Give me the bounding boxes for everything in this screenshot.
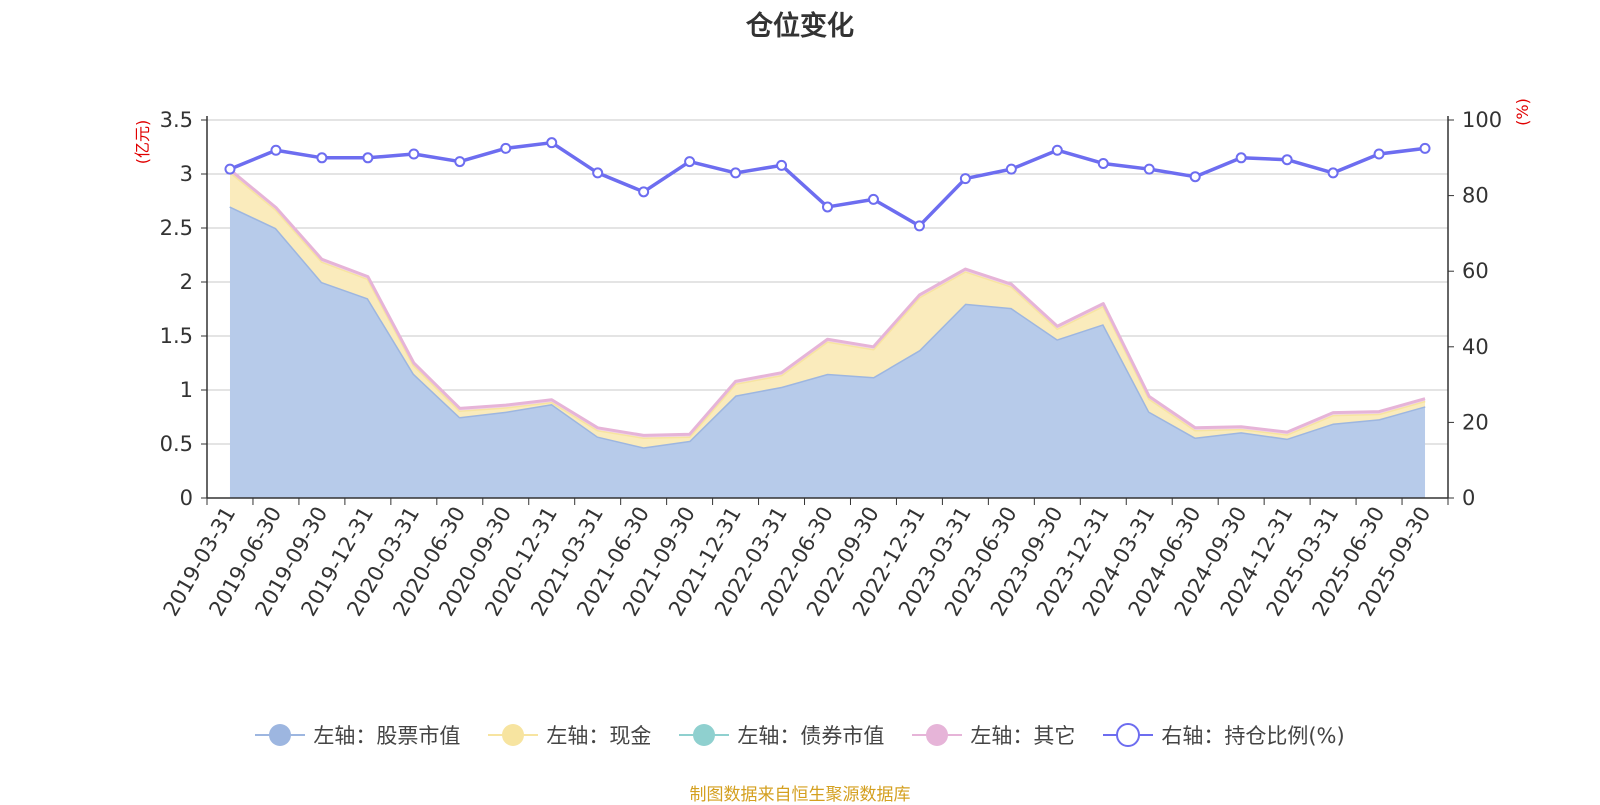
position-ratio-point xyxy=(1005,163,1017,175)
position-ratio-point xyxy=(500,142,512,154)
area-左轴：股票市值 xyxy=(229,206,1426,498)
right-tick-label: 60 xyxy=(1462,259,1489,283)
position-ratio-point xyxy=(316,152,328,164)
position-ratio-point xyxy=(546,137,558,149)
position-ratio-point xyxy=(362,152,374,164)
position-ratio-point xyxy=(1097,157,1109,169)
hollow-circle-icon xyxy=(1103,723,1154,747)
position-ratio-point xyxy=(638,186,650,198)
position-ratio-point xyxy=(1419,142,1431,154)
legend-item-bond-value[interactable]: 左轴：债券市值 xyxy=(679,720,884,750)
position-ratio-point xyxy=(408,148,420,160)
legend-label: 左轴：其它 xyxy=(970,724,1076,748)
right-tick-label: 40 xyxy=(1462,335,1489,359)
chart-title: 仓位变化 xyxy=(746,11,854,42)
left-tick-label: 2.5 xyxy=(160,216,193,240)
position-ratio-point xyxy=(592,167,604,179)
left-tick-label: 0.5 xyxy=(160,432,193,456)
legend-label: 左轴：现金 xyxy=(546,724,652,748)
right-tick-label: 20 xyxy=(1462,410,1489,434)
position-ratio-point xyxy=(730,167,742,179)
left-tick-label: 2 xyxy=(180,270,193,294)
position-ratio-point xyxy=(1373,148,1385,160)
left-axis-unit-label: (亿元) xyxy=(133,120,152,165)
legend-item-position-ratio[interactable]: 右轴：持仓比例(%) xyxy=(1103,720,1345,750)
position-ratio-point xyxy=(1235,152,1247,164)
filled-circle-icon xyxy=(488,724,539,746)
right-tick-label: 80 xyxy=(1462,184,1489,208)
left-tick-label: 1 xyxy=(180,378,193,402)
filled-circle-icon xyxy=(679,724,730,746)
right-tick-label: 100 xyxy=(1462,108,1502,132)
legend-label: 左轴：债券市值 xyxy=(737,724,885,748)
data-source-note: 制图数据来自恒生聚源数据库 xyxy=(689,785,911,805)
left-tick-label: 3.5 xyxy=(160,108,193,132)
legend-label: 左轴：股票市值 xyxy=(313,724,461,748)
left-tick-label: 1.5 xyxy=(160,324,193,348)
position-ratio-point xyxy=(959,173,971,185)
legend: 左轴：股票市值 左轴：现金 左轴：债券市值 左轴：其它 右轴：持仓比例(%) xyxy=(0,720,1600,750)
position-ratio-point xyxy=(684,156,696,168)
position-ratio-point xyxy=(1189,171,1201,183)
position-ratio-point xyxy=(1327,167,1339,179)
position-ratio-point xyxy=(270,144,282,156)
position-ratio-point xyxy=(1281,154,1293,166)
position-ratio-point xyxy=(1143,163,1155,175)
position-ratio-point xyxy=(454,156,466,168)
position-ratio-point xyxy=(822,201,833,213)
left-tick-label: 3 xyxy=(180,162,193,186)
legend-item-other[interactable]: 左轴：其它 xyxy=(912,720,1075,750)
position-ratio-point xyxy=(1051,144,1063,156)
position-ratio-point xyxy=(867,193,879,205)
legend-item-stock-value[interactable]: 左轴：股票市值 xyxy=(255,720,460,750)
legend-label: 右轴：持仓比例(%) xyxy=(1161,724,1345,748)
right-tick-label: 0 xyxy=(1462,486,1475,510)
filled-circle-icon xyxy=(912,724,963,746)
position-ratio-point xyxy=(224,163,236,175)
left-tick-label: 0 xyxy=(180,486,193,510)
right-axis-unit-label: (%) xyxy=(1513,98,1532,126)
position-ratio-point xyxy=(776,159,788,171)
series-line-左轴：其它 xyxy=(229,168,1426,437)
filled-circle-icon xyxy=(255,724,306,746)
legend-item-cash[interactable]: 左轴：现金 xyxy=(488,720,651,750)
position-ratio-point xyxy=(913,220,925,232)
